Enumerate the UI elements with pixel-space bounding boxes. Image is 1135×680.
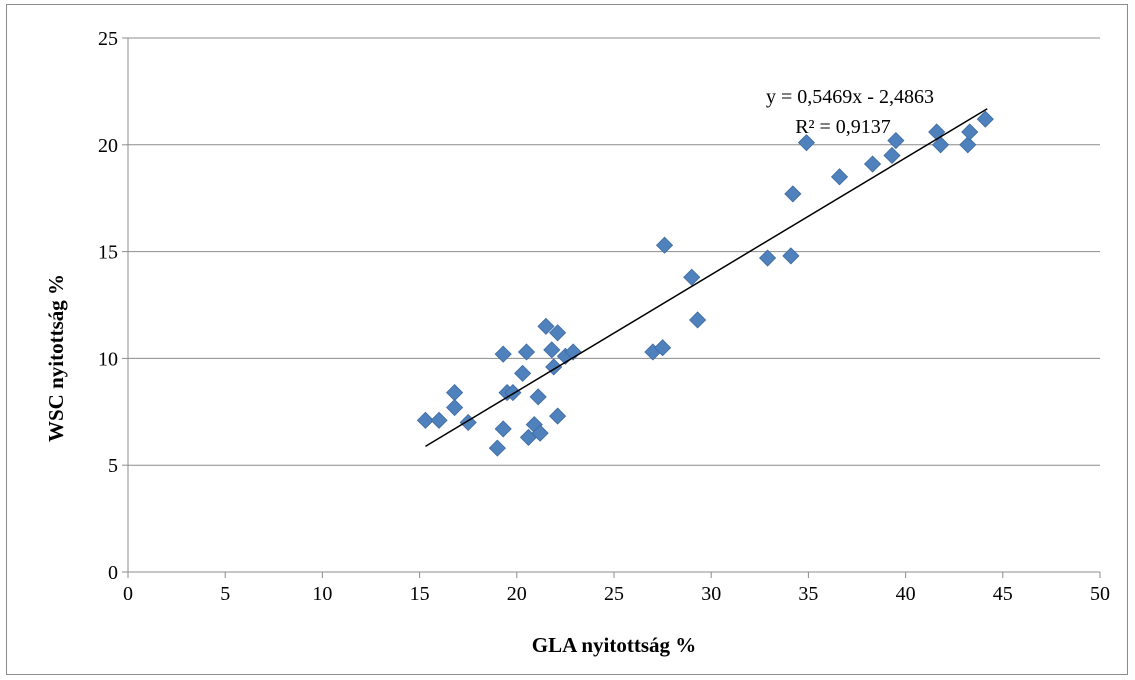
y-tick-label: 20 <box>98 135 118 157</box>
data-point <box>932 136 950 154</box>
y-axis-title: WSC nyitottság % <box>44 274 68 442</box>
data-point <box>759 249 777 267</box>
x-axis-title: GLA nyitottság % <box>532 633 697 657</box>
y-tick-label: 15 <box>98 242 118 264</box>
chart-frame <box>6 4 1128 675</box>
x-tick-label: 30 <box>701 583 721 605</box>
data-point <box>446 384 464 402</box>
y-tick-label: 25 <box>98 28 118 50</box>
data-point <box>549 407 567 425</box>
data-point <box>863 155 882 173</box>
data-point <box>959 136 977 154</box>
data-point <box>488 439 506 457</box>
x-tick-label: 15 <box>410 583 430 605</box>
data-point <box>961 123 979 141</box>
x-tick-label: 20 <box>507 583 527 605</box>
trendline <box>425 108 988 448</box>
data-point <box>928 123 946 141</box>
x-tick-label: 50 <box>1090 583 1110 605</box>
data-point <box>416 411 434 429</box>
y-tick-label: 10 <box>98 348 118 370</box>
x-tick-label: 0 <box>123 583 133 605</box>
data-point <box>430 411 448 429</box>
data-point <box>494 345 512 363</box>
data-point <box>549 324 567 342</box>
data-point <box>514 364 532 382</box>
axes <box>122 37 1101 578</box>
data-point <box>517 343 536 361</box>
data-point <box>654 339 672 357</box>
data-points <box>416 110 994 457</box>
data-point <box>655 236 674 254</box>
x-tick-label: 5 <box>220 583 230 605</box>
data-point <box>976 110 994 128</box>
data-point <box>784 185 802 203</box>
x-tick-label: 40 <box>896 583 916 605</box>
data-point <box>830 168 849 186</box>
y-tick-labels: 0 5 10 15 20 25 <box>98 28 118 584</box>
x-tick-label: 10 <box>312 583 332 605</box>
data-point <box>883 146 901 165</box>
y-tick-label: 5 <box>108 455 118 477</box>
data-point <box>529 388 547 406</box>
x-tick-label: 35 <box>798 583 818 605</box>
data-point <box>683 268 701 286</box>
trendline-equation: y = 0,5469x - 2,4863 <box>766 86 934 108</box>
data-point <box>797 134 816 152</box>
data-point <box>531 424 549 442</box>
x-tick-labels: 0 5 10 15 20 25 30 35 40 45 50 <box>123 583 1110 605</box>
data-point <box>537 317 555 335</box>
y-tick-label: 0 <box>108 562 118 584</box>
data-point <box>446 398 464 417</box>
data-point <box>689 311 707 329</box>
x-tick-label: 25 <box>604 583 624 605</box>
gridlines <box>128 37 1100 466</box>
data-point <box>887 131 905 150</box>
x-tick-label: 45 <box>993 583 1013 605</box>
data-point <box>782 247 800 265</box>
data-point <box>543 341 561 359</box>
data-point <box>494 420 512 438</box>
trendline-r-squared: R² = 0,9137 <box>795 116 891 138</box>
